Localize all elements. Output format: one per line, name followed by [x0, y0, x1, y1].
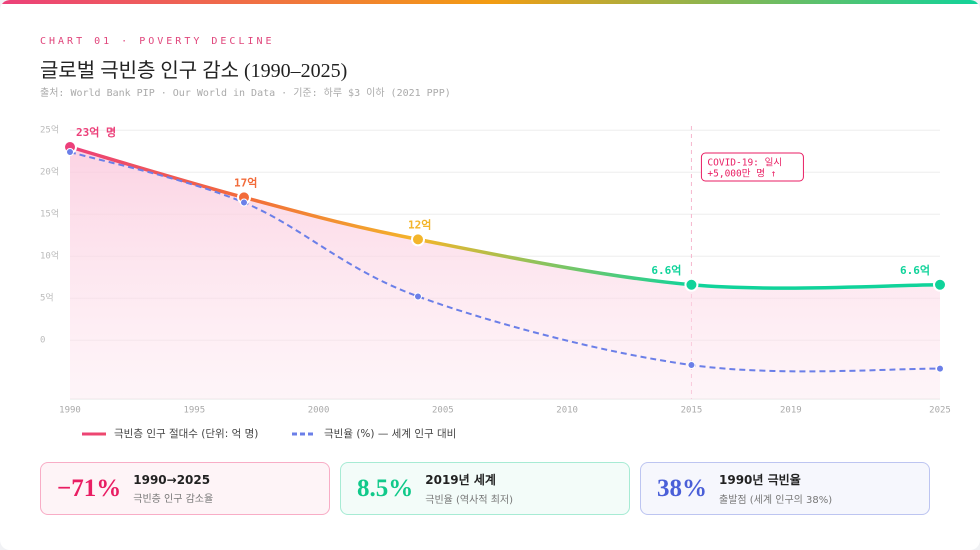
kpi-title: 1990→2025 — [133, 472, 211, 487]
annotation-text: COVID-19: 일시 — [707, 158, 782, 169]
y-tick-label: 5억 — [40, 292, 54, 304]
legend-label: 극빈율 (%) — 세계 인구 대비 — [324, 428, 456, 440]
x-tick-label: 2010 — [556, 406, 578, 416]
x-tick-label: 2019 — [780, 406, 802, 416]
kpi-value: −71% — [57, 474, 122, 502]
data-label: 6.6억 — [651, 264, 681, 277]
point — [936, 364, 944, 373]
line — [69, 145, 941, 290]
x-tick-label: 2000 — [308, 406, 330, 416]
point — [687, 361, 696, 370]
kpi-desc: 출발점 (세계 인구의 38%) — [719, 495, 833, 506]
chart: 0 5억 10억 15억 20억 25억 1990 1995 2000 2005 2010 2015 2… — [40, 124, 951, 440]
data-label: 12억 — [408, 218, 431, 231]
title: 글로벌 극빈층 인구 감소 (1990–2025) — [40, 60, 348, 82]
kpi-desc: 극빈층 인구 감소율 — [133, 493, 214, 505]
x-tick-label: 2015 — [681, 406, 703, 416]
kpi-title: 1990년 극빈율 — [719, 473, 801, 487]
y-tick-label: 20억 — [40, 166, 59, 178]
point — [411, 232, 425, 247]
point — [240, 198, 248, 207]
y-tick-label: 15억 — [40, 208, 59, 220]
data-label: 23억 명 — [76, 125, 116, 139]
x-tick-label: 2025 — [929, 406, 951, 416]
kpi-title: 2019년 세계 — [425, 473, 496, 487]
x-tick-label: 2005 — [432, 406, 454, 416]
kpi-value: 8.5% — [357, 474, 414, 502]
data-label: 6.6억 — [900, 264, 930, 277]
kpi-desc: 극빈율 (역사적 최저) — [425, 495, 514, 506]
line — [69, 151, 941, 373]
source: 출처: World Bank PIP · Our World in Data ·… — [40, 88, 451, 99]
x-tick-label: 1990 — [59, 406, 81, 416]
eyebrow: CHART 01 · POVERTY DECLINE — [40, 36, 275, 47]
annotation-text: +5,000만 명 ↑ — [707, 169, 776, 180]
point — [414, 292, 422, 301]
point — [66, 148, 74, 156]
kpi-text: 1990→2025 극빈층 인구 감소율 — [133, 473, 213, 505]
kpi-card: −71% 1990→2025 극빈층 인구 감소율 — [40, 462, 330, 515]
y-tick-label: 10억 — [40, 250, 59, 262]
point — [933, 277, 947, 292]
x-tick-label: 1995 — [183, 406, 205, 416]
point — [684, 277, 699, 292]
data-label: 17억 — [234, 176, 257, 189]
top-bar — [0, 0, 980, 4]
y-tick-label: 0 — [40, 336, 45, 346]
legend-label: 극빈층 인구 절대수 (단위: 억 명) — [114, 427, 258, 440]
y-tick-label: 25억 — [40, 124, 59, 136]
kpi-value: 38% — [657, 474, 707, 502]
annotation-box — [700, 152, 804, 182]
